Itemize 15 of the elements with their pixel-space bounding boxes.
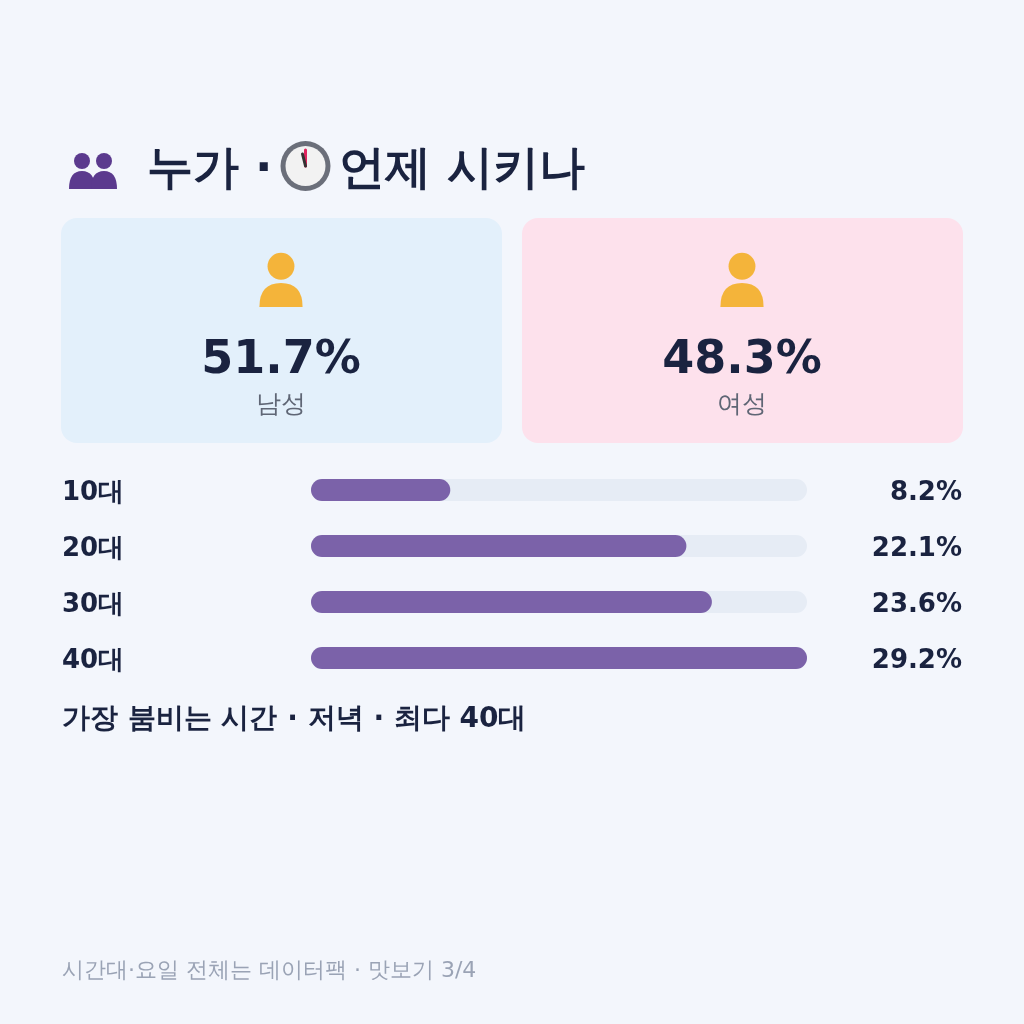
data-label: 29.2% [871,644,962,674]
data-label: 22.1% [871,532,962,562]
category-label: 여성 [717,389,767,418]
category-label: 남성 [256,389,306,418]
y-tick-label: 10대 [62,476,125,506]
text: 51.7% [201,330,361,384]
text: 시간대·요일 전체는 데이터팩 · 맛보기 3/4 [62,957,477,982]
data-label: 8.2% [889,476,962,506]
text: 가장 붐비는 시간 · 저녁 · 최다 40대 [62,701,527,734]
y-tick-label: 20대 [62,532,125,562]
data-label: 23.6% [871,588,962,618]
chart-title: 누가 · 언제 시키나 [147,140,585,194]
text: 48.3% [662,330,822,384]
y-tick-label: 40대 [62,644,125,674]
y-tick-label: 30대 [62,588,125,618]
